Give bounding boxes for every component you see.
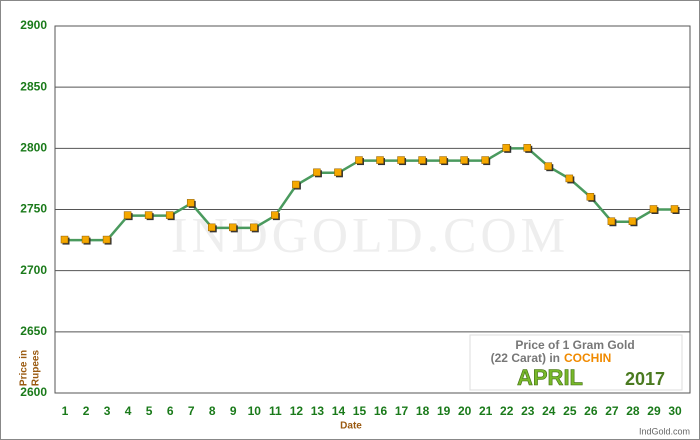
marker [186, 199, 195, 207]
credit: IndGold.com [639, 426, 690, 436]
x-tick-label: 8 [209, 404, 216, 418]
marker [123, 211, 132, 219]
y-axis-label: Rupees [31, 350, 42, 387]
marker [292, 180, 300, 189]
marker [607, 217, 616, 225]
marker [439, 156, 447, 164]
marker [586, 193, 595, 201]
marker [460, 156, 468, 164]
marker [397, 156, 405, 164]
marker [334, 168, 342, 177]
x-tick-label: 1 [62, 404, 69, 418]
marker [250, 223, 258, 232]
x-tick-label: 16 [374, 404, 388, 418]
x-tick-label: 21 [479, 404, 493, 418]
marker [313, 168, 321, 177]
x-tick-label: 6 [167, 404, 174, 418]
marker [649, 205, 658, 213]
x-tick-label: 27 [605, 404, 619, 418]
legend-line1: Price of 1 Gram Gold [515, 338, 634, 352]
marker [418, 156, 426, 164]
y-tick-label: 2700 [20, 263, 47, 277]
y-axis-label: Price in [19, 350, 30, 386]
x-tick-label: 26 [584, 404, 598, 418]
marker [271, 211, 279, 219]
y-tick-label: 2600 [20, 385, 47, 399]
marker [355, 156, 363, 164]
legend-box [469, 334, 683, 391]
x-tick-label: 9 [230, 404, 237, 418]
x-tick-label: 28 [626, 404, 640, 418]
legend-city: COCHIN [564, 351, 611, 365]
marker [81, 235, 90, 244]
y-tick-label: 2750 [20, 202, 47, 216]
x-tick-label: 22 [500, 404, 514, 418]
legend-line2: (22 Carat) in [491, 351, 560, 365]
x-tick-label: 11 [269, 404, 282, 418]
watermark: INDGOLD.COM [171, 206, 569, 262]
x-tick-label: 30 [668, 404, 682, 418]
x-axis-label: Date [340, 421, 362, 432]
marker [60, 235, 69, 244]
y-tick-label: 2800 [20, 141, 47, 155]
x-tick-label: 24 [542, 404, 556, 418]
x-tick-label: 5 [146, 404, 153, 418]
x-tick-label: 13 [311, 404, 325, 418]
x-tick-label: 4 [125, 404, 132, 418]
x-tick-label: 20 [458, 404, 472, 418]
marker [376, 156, 384, 164]
x-tick-label: 19 [437, 404, 451, 418]
x-tick-label: 7 [188, 404, 195, 418]
x-tick-label: 14 [332, 404, 346, 418]
marker [502, 144, 510, 152]
marker [628, 217, 637, 225]
x-tick-label: 15 [353, 404, 367, 418]
y-tick-label: 2900 [20, 18, 47, 32]
marker [565, 174, 574, 183]
legend-month: APRIL [517, 365, 583, 390]
x-tick-label: 3 [104, 404, 111, 418]
plot-border [54, 25, 691, 394]
x-tick-label: 12 [290, 404, 304, 418]
x-tick-label: 10 [248, 404, 262, 418]
x-tick-label: 18 [416, 404, 430, 418]
x-tick-label: 17 [395, 404, 409, 418]
x-tick-label: 29 [647, 404, 661, 418]
x-tick-label: 2 [83, 404, 90, 418]
marker [165, 211, 174, 219]
marker [207, 223, 216, 232]
legend-year: 2017 [625, 369, 665, 389]
marker [544, 162, 553, 170]
marker [229, 223, 237, 232]
marker [102, 235, 111, 244]
y-tick-label: 2650 [20, 324, 47, 338]
marker [523, 144, 532, 152]
marker [144, 211, 153, 219]
x-tick-label: 25 [563, 404, 577, 418]
y-tick-label: 2850 [20, 79, 47, 93]
x-tick-label: 23 [521, 404, 535, 418]
marker [670, 205, 679, 213]
marker [481, 156, 489, 164]
